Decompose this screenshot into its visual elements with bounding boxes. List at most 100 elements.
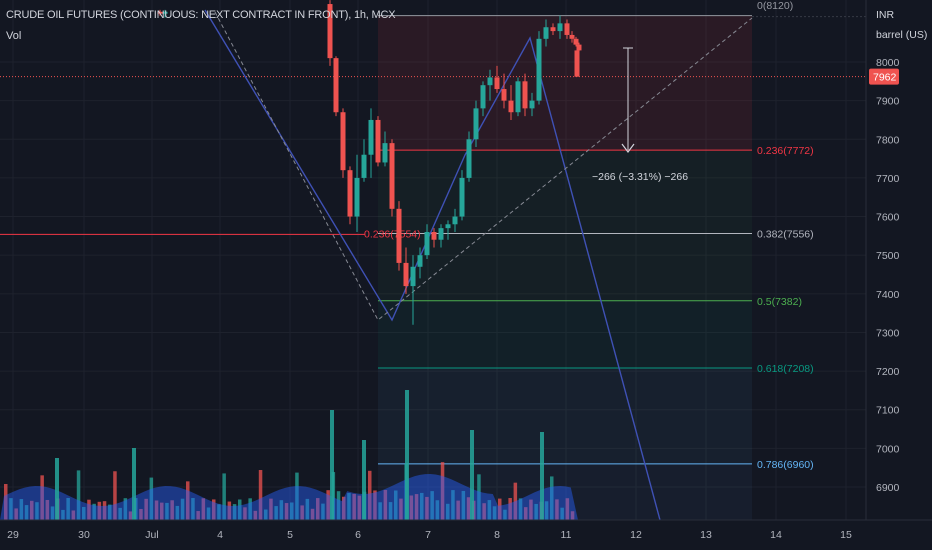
volume-bar (144, 498, 148, 520)
candle-body (515, 81, 521, 113)
volume-legend: Vol (6, 30, 22, 42)
volume-bar (540, 432, 544, 520)
candle-body (550, 27, 556, 32)
volume-bar (405, 390, 409, 520)
volume-bar (330, 410, 334, 520)
volume-bar (570, 511, 575, 520)
volume-bar (170, 500, 174, 520)
candle-body (382, 143, 388, 163)
time-axis (0, 520, 932, 550)
volume-bar (191, 498, 195, 520)
volume-bar (305, 498, 310, 520)
candle-body (389, 143, 395, 209)
volume-bar (555, 499, 559, 520)
volume-bar (456, 500, 460, 520)
volume-bar (50, 506, 55, 520)
symbol-legend: CRUDE OIL FUTURES (CONTINUOUS: NEXT CONT… (6, 9, 396, 21)
axis-unit: barrel (US) (876, 29, 927, 41)
volume-bar (342, 496, 346, 520)
candle-body (522, 81, 528, 109)
fib-label: 0.382(7556) (757, 229, 814, 241)
volume-bar (123, 498, 128, 520)
volume-bar (113, 471, 117, 520)
volume-bar (470, 430, 474, 520)
time-tick-label: 15 (840, 529, 852, 541)
fib-zone (378, 150, 752, 234)
volume-bar (45, 499, 50, 520)
candle-body (368, 119, 374, 155)
time-tick-label: 12 (630, 529, 642, 541)
volume-bar (227, 501, 232, 520)
last-price-label: 7962 (873, 72, 897, 84)
volume-bar (160, 502, 164, 520)
candle-body (403, 262, 409, 287)
fib-zone (378, 368, 752, 464)
candle-body (508, 100, 514, 113)
candle-body (431, 232, 437, 240)
candle-body (424, 232, 430, 256)
volume-bar (243, 507, 247, 520)
volume-bar (108, 504, 112, 520)
candle-body (501, 89, 507, 101)
time-tick-label: 11 (561, 529, 572, 541)
time-tick-label: 4 (217, 529, 223, 541)
volume-bar (180, 498, 185, 520)
volume-bar (310, 508, 315, 520)
fib-label: 0(8120) (757, 0, 793, 12)
volume-bar (222, 473, 226, 520)
volume-bar (425, 496, 429, 520)
volume-bar (321, 503, 325, 520)
volume-bar (253, 510, 258, 520)
volume-bar (19, 499, 24, 520)
volume-bar (492, 506, 497, 520)
volume-bar (560, 507, 564, 520)
volume-bar (373, 490, 377, 520)
volume-bar (451, 490, 455, 520)
candle-body (452, 216, 458, 225)
volume-bar (258, 470, 263, 520)
volume-bar (394, 490, 398, 520)
left-fib-label: 0.236(7554) (364, 228, 421, 240)
volume-bar (565, 498, 570, 520)
time-tick-label: 14 (770, 529, 782, 541)
price-tick-label: 7500 (876, 250, 900, 262)
volume-bar (76, 470, 81, 520)
time-tick-label: 13 (700, 529, 712, 541)
volume-bar (362, 440, 366, 520)
candle-body (574, 50, 580, 77)
fib-zone (378, 300, 752, 368)
volume-bar (30, 500, 34, 520)
volume-bar (165, 502, 169, 520)
volume-bar (139, 508, 143, 520)
time-tick-label: 6 (355, 529, 361, 541)
volume-bar (383, 490, 388, 520)
volume-bar (420, 492, 424, 520)
symbol-title: CRUDE OIL FUTURES (CONTINUOUS: NEXT CONT… (6, 9, 396, 21)
candle-body (361, 154, 367, 178)
volume-bar (368, 470, 372, 520)
time-tick-label: Jul (145, 529, 158, 541)
volume-bar (279, 500, 284, 520)
volume-bar (409, 495, 414, 520)
volume-bar (186, 481, 190, 520)
fib-label: 0.786(6960) (757, 459, 814, 471)
volume-bar (430, 491, 434, 520)
candle-body (354, 177, 360, 217)
volume-bar (513, 482, 518, 520)
volume-bar (66, 498, 70, 520)
volume-bar (524, 507, 528, 520)
volume-bar (295, 472, 299, 520)
volume-bar (503, 509, 507, 520)
volume-bar (508, 498, 512, 520)
candle-body (340, 112, 346, 171)
candle-body (536, 38, 542, 101)
volume-bar (4, 484, 8, 520)
volume-bar (217, 504, 221, 520)
candle-body (327, 4, 333, 59)
price-tick-label: 7700 (876, 173, 900, 185)
volume-bar (24, 505, 29, 520)
candle-body (569, 34, 575, 39)
volume-bar (316, 498, 320, 520)
candle-body (576, 44, 582, 51)
